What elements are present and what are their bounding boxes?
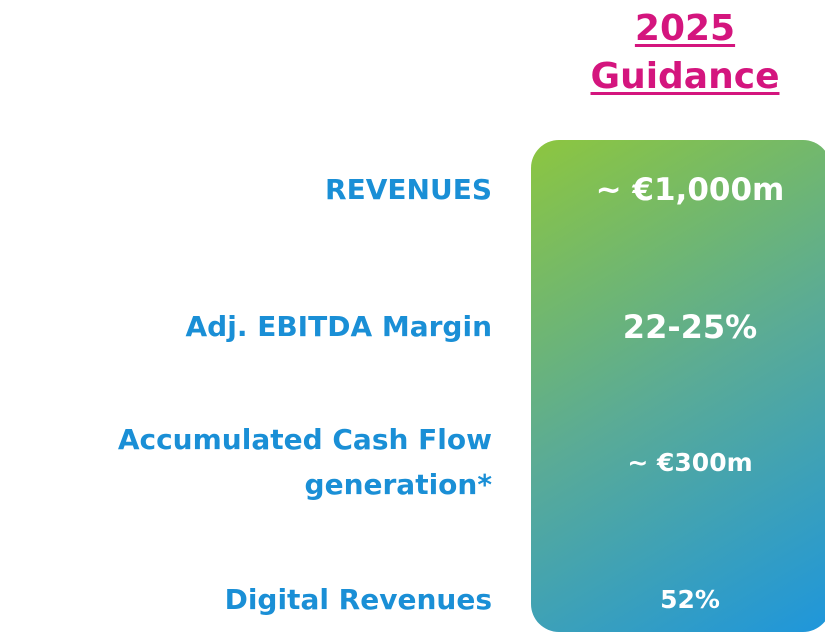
row-label: REVENUES	[325, 173, 492, 206]
row-value: ~ €1,000m	[595, 172, 785, 208]
row-label: generation*	[304, 468, 492, 501]
header-line: Guidance	[590, 56, 780, 97]
row-value: 22-25%	[622, 308, 758, 346]
guidance-panel	[531, 140, 825, 632]
row-value: ~ €300m	[627, 448, 753, 477]
row-label: Digital Revenues	[224, 583, 492, 616]
row-label: Accumulated Cash Flow	[117, 423, 492, 456]
row-value: 52%	[660, 585, 720, 614]
header-line: 2025	[634, 8, 736, 49]
row-label: Adj. EBITDA Margin	[185, 310, 492, 343]
